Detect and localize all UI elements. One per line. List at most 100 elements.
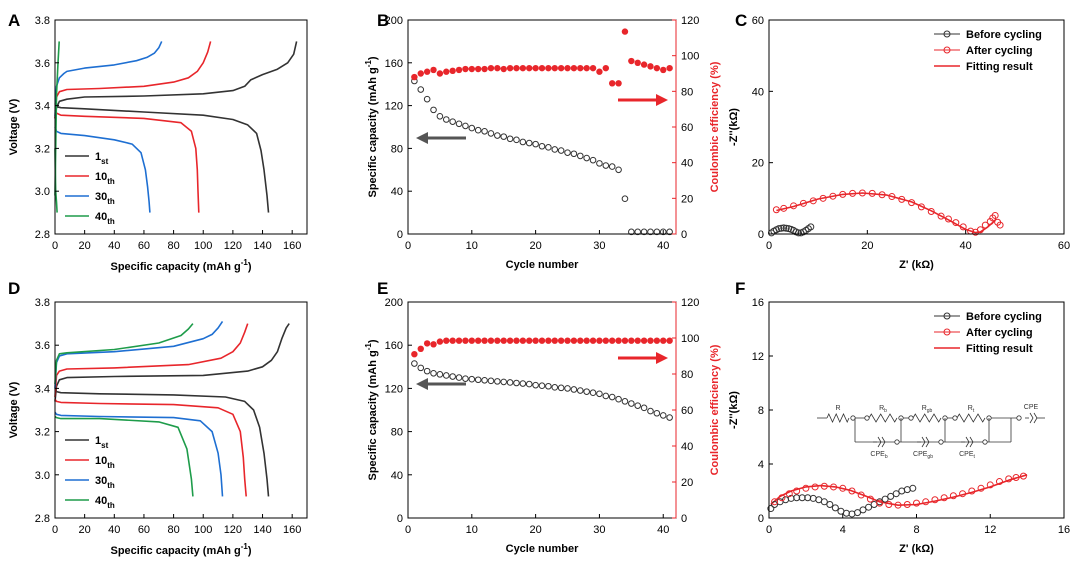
efficiency-point bbox=[462, 337, 469, 344]
legend-label-num: 1 bbox=[95, 435, 101, 447]
y-tick-label: 3.2 bbox=[35, 143, 50, 155]
efficiency-point bbox=[589, 337, 597, 344]
circuit-node bbox=[864, 415, 870, 421]
x-tick-label: 16 bbox=[1058, 524, 1070, 536]
x-tick-label: 140 bbox=[253, 240, 271, 252]
after-cycling-point bbox=[1012, 474, 1020, 481]
y-tick-label: 3.0 bbox=[35, 470, 50, 482]
before-cycling-point bbox=[777, 224, 785, 232]
y2-tick-label: 80 bbox=[681, 86, 693, 98]
efficiency-point bbox=[474, 65, 482, 73]
capacity-point bbox=[608, 393, 616, 401]
efficiency-point bbox=[564, 337, 571, 344]
y-axis-label-text: -Z''(kΩ) bbox=[728, 391, 740, 429]
after-cycling-point bbox=[995, 478, 1003, 486]
y-axis-label: Voltage (V) bbox=[8, 381, 20, 438]
resistor-rgb bbox=[912, 413, 942, 423]
efficiency-point bbox=[608, 337, 616, 344]
x-tick-label: 120 bbox=[224, 240, 242, 252]
after-cycling-point bbox=[981, 221, 989, 229]
before-cycling-point bbox=[831, 504, 839, 512]
x-tick-label: 4 bbox=[840, 524, 846, 536]
legend-label: 40th bbox=[95, 211, 115, 226]
capacity-point bbox=[576, 387, 584, 394]
capacity-point bbox=[474, 126, 482, 134]
x-axis-label-sup: -1 bbox=[241, 542, 249, 551]
after-cycling-point bbox=[908, 199, 916, 207]
legend-swatch-marker bbox=[943, 46, 951, 54]
y2-tick-label: 20 bbox=[681, 193, 693, 205]
capacity-point bbox=[532, 140, 539, 148]
cpe-gb-plate-2 bbox=[925, 436, 930, 448]
y-tick-label: 3.2 bbox=[35, 427, 50, 439]
after-cycling-point bbox=[785, 490, 793, 498]
x-tick-label: 100 bbox=[194, 524, 212, 536]
efficiency-point bbox=[519, 337, 527, 344]
efficiency-point bbox=[653, 64, 661, 72]
x-tick-label: 10 bbox=[466, 240, 478, 252]
y2-tick-label: 80 bbox=[681, 369, 693, 381]
efficiency-point bbox=[532, 64, 539, 72]
panel-letter-f: F bbox=[735, 279, 745, 298]
series-1st-discharge-line bbox=[54, 103, 270, 213]
x-tick-label: 20 bbox=[79, 524, 91, 536]
label-r-text: R bbox=[835, 405, 840, 412]
efficiency-point bbox=[513, 64, 520, 72]
efficiency-point bbox=[449, 67, 456, 75]
series-1st-discharge-line bbox=[54, 388, 270, 497]
x-tick-label: 40 bbox=[960, 240, 972, 252]
label-r: R bbox=[835, 405, 840, 412]
efficiency-point bbox=[628, 57, 635, 65]
after-cycling-point bbox=[959, 223, 967, 231]
legend-swatch-marker bbox=[943, 312, 951, 320]
legend-label: Fitting result bbox=[966, 343, 1033, 355]
x-tick-label: 12 bbox=[984, 524, 996, 536]
x-tick-label: 0 bbox=[405, 524, 411, 536]
cpe-gb-plate-1 bbox=[921, 436, 926, 448]
x-axis-label-text: Cycle number bbox=[506, 543, 579, 555]
circuit-node bbox=[1016, 415, 1022, 421]
x-tick-label: 160 bbox=[283, 524, 301, 536]
y-axis-label-tail: ) bbox=[367, 339, 379, 343]
y-tick-label: 200 bbox=[385, 15, 403, 27]
capacity-point bbox=[621, 398, 629, 405]
efficiency-point bbox=[494, 337, 501, 344]
x-tick-label: 0 bbox=[52, 240, 58, 252]
y-tick-label: 8 bbox=[758, 405, 764, 417]
efficiency-point bbox=[551, 64, 558, 72]
label-cpegb: CPEgb bbox=[913, 451, 933, 460]
efficiency-point bbox=[551, 337, 558, 344]
after-cycling-point bbox=[888, 193, 896, 201]
capacity-point bbox=[411, 360, 418, 367]
after-cycling-point bbox=[986, 481, 994, 489]
capacity-point bbox=[602, 162, 610, 169]
capacity-point bbox=[481, 127, 488, 135]
capacity-point bbox=[538, 142, 546, 150]
efficiency-point bbox=[538, 337, 546, 344]
efficiency-point bbox=[506, 337, 514, 344]
x-tick-label: 80 bbox=[167, 524, 179, 536]
before-cycling-point bbox=[892, 490, 900, 498]
panel-e: 0 10 20 30 40 0 40 80 120 160 200 0 20 40 60 80 100 120 Cy… bbox=[364, 297, 721, 555]
x-tick-label: 0 bbox=[405, 240, 411, 252]
before-cycling-point bbox=[865, 503, 873, 511]
capacity-point bbox=[442, 116, 450, 123]
after-cycling-point bbox=[771, 498, 779, 506]
efficiency-point bbox=[500, 65, 507, 73]
cpe-series-plate-2 bbox=[1033, 412, 1038, 424]
before-cycling-point bbox=[859, 506, 867, 514]
y-tick-label: 3.6 bbox=[35, 58, 50, 70]
x-tick-label: 60 bbox=[138, 240, 150, 252]
efficiency-point bbox=[423, 68, 431, 75]
after-cycling-point bbox=[986, 218, 994, 226]
y2-tick-label: 100 bbox=[681, 333, 699, 345]
y-axis-label: Voltage (V) bbox=[8, 98, 20, 155]
capacity-point bbox=[551, 146, 559, 153]
x-tick-label: 0 bbox=[766, 524, 772, 536]
capacity-point bbox=[602, 392, 610, 400]
legend-label: 10th bbox=[95, 171, 115, 186]
y-tick-label: 40 bbox=[752, 86, 764, 98]
capacity-point bbox=[628, 400, 635, 407]
efficiency-point bbox=[583, 64, 590, 72]
series-1st-charge-line bbox=[54, 41, 298, 119]
